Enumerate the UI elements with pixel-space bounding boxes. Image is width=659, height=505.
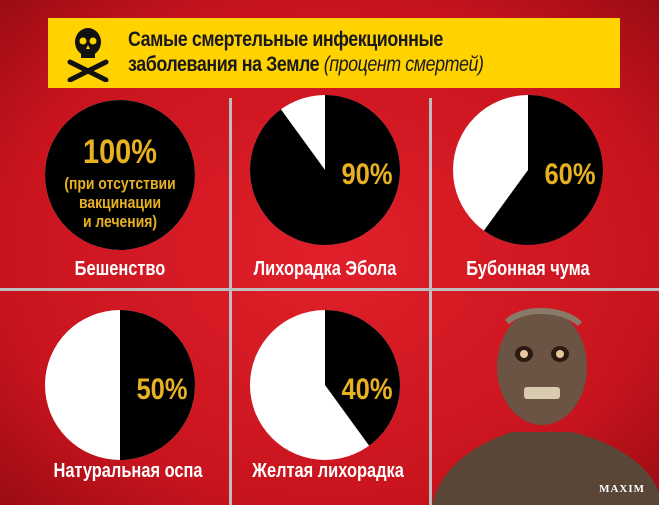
- category-label: Бешенство: [74, 258, 166, 280]
- value-label: 50%: [136, 372, 187, 405]
- pie-slice: [483, 95, 603, 245]
- maxim-logo: MAXIM: [599, 483, 645, 495]
- note-label: и лечения): [83, 213, 157, 232]
- title-banner: Самые смертельные инфекционные заболеван…: [48, 18, 620, 88]
- skull-crossbones-icon: [67, 28, 109, 82]
- value-label: 40%: [341, 372, 392, 405]
- category-label: Натуральная оспа: [53, 460, 203, 482]
- pie-slice: [120, 310, 195, 460]
- pie-slice: [45, 100, 195, 250]
- divider: [429, 98, 432, 505]
- divider: [0, 288, 659, 291]
- note-label: (при отсутствии: [64, 175, 175, 194]
- category-label: Желтая лихорадка: [252, 460, 404, 482]
- pie-slice: [250, 95, 401, 245]
- value-label: 60%: [544, 157, 595, 190]
- title-note: (процент смертей): [323, 53, 484, 76]
- zombie-image: [432, 308, 659, 505]
- category-label: Лихорадка Эбола: [253, 258, 397, 280]
- note-label: вакцинации: [79, 194, 161, 213]
- chart-title: Самые смертельные инфекционные заболеван…: [128, 27, 484, 77]
- pie-slice: [325, 310, 400, 446]
- divider: [229, 98, 232, 505]
- title-line-2: заболевания на Земле: [128, 53, 320, 76]
- title-line-1: Самые смертельные инфекционные: [128, 28, 443, 51]
- value-label: 100%: [83, 132, 157, 171]
- category-label: Бубонная чума: [466, 258, 590, 280]
- value-label: 90%: [341, 157, 392, 190]
